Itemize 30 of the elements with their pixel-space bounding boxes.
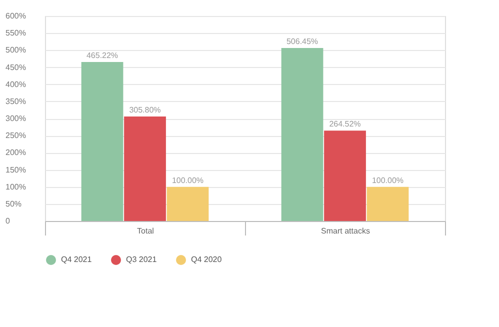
bar [81, 62, 124, 221]
bar [324, 130, 366, 221]
data-label: 100.00% [372, 176, 404, 185]
data-label: 506.45% [286, 36, 318, 46]
legend-label: Q3 2021 [126, 255, 158, 264]
bar [366, 186, 409, 221]
x-tick-label: Total [137, 226, 154, 236]
data-label: 100.00% [172, 176, 204, 185]
y-tick-label: 500% [6, 46, 26, 55]
bar [124, 116, 166, 221]
y-tick-label: 350% [6, 96, 26, 106]
y-tick-label: 450% [6, 62, 26, 72]
y-tick-label: 550% [6, 28, 26, 38]
y-tick-label: 150% [6, 165, 26, 174]
legend-label: Q4 2020 [191, 255, 222, 264]
y-tick-label: 200% [6, 148, 26, 158]
y-tick-label: 400% [6, 80, 26, 89]
legend-label: Q4 2021 [61, 255, 92, 264]
data-label: 305.80% [129, 106, 161, 115]
y-tick-label: 600% [6, 12, 26, 20]
bar [166, 186, 209, 221]
y-tick-label: 50% [6, 199, 22, 208]
y-tick-label: 250% [6, 131, 26, 140]
bar [281, 48, 324, 221]
y-tick-label: 100% [6, 182, 26, 192]
y-tick-label: 300% [6, 114, 26, 123]
data-label: 264.52% [329, 120, 361, 129]
data-label: 465.22% [86, 51, 118, 60]
x-tick-label: Smart attacks [321, 226, 370, 236]
y-tick-label: 0 [6, 216, 10, 226]
